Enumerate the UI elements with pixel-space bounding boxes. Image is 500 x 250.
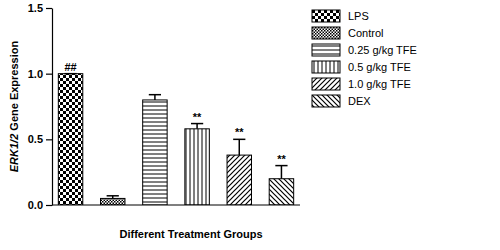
legend-label: 0.25 g/kg TFE [348, 44, 417, 56]
x-axis-line [52, 204, 300, 205]
legend-item: DEX [312, 95, 371, 107]
legend-label: DEX [348, 95, 371, 107]
bar [227, 155, 251, 205]
annotation: ** [193, 111, 202, 123]
y-tick: 0.5 [28, 133, 52, 145]
legend-label: Control [348, 27, 383, 39]
error-bar [275, 166, 287, 179]
legend-swatch [312, 44, 340, 56]
bar [101, 198, 125, 205]
tick-mark [46, 205, 52, 206]
error-bar [191, 124, 203, 129]
plot-area [58, 74, 293, 205]
legend-item: 0.25 g/kg TFE [312, 44, 417, 56]
tick-mark [46, 8, 52, 9]
legend-swatch [312, 61, 340, 73]
error-bar [64, 73, 76, 74]
annotation: ** [277, 153, 286, 165]
tick-label: 0.0 [28, 199, 43, 211]
legend-item: Control [312, 27, 383, 39]
bar [185, 129, 209, 205]
legend-swatch [312, 78, 340, 90]
error-bar [149, 95, 161, 100]
y-axis: 0.0 0.5 1.0 1.5 [28, 2, 53, 211]
legend-swatch [312, 10, 340, 22]
annotation: ** [235, 126, 244, 138]
legend-label: LPS [348, 10, 369, 22]
legend-label: 0.5 g/kg TFE [348, 61, 411, 73]
tick-label: 0.5 [28, 133, 43, 145]
legend: LPS Control 0.25 g/kg TFE 0.5 g/kg TFE 1.0 g… [312, 10, 417, 107]
legend-swatch [312, 27, 340, 39]
legend-item: LPS [312, 10, 369, 22]
y-tick: 0.0 [28, 199, 52, 211]
tick-mark [46, 139, 52, 140]
tick-mark [46, 74, 52, 75]
y-axis-line [52, 9, 53, 206]
x-axis-title: Different Treatment Groups [119, 228, 262, 240]
legend-item: 0.5 g/kg TFE [312, 61, 411, 73]
legend-swatch [312, 95, 340, 107]
legend-label: 1.0 g/kg TFE [348, 78, 411, 90]
annotation: ## [64, 61, 76, 73]
chart: 0.0 0.5 1.0 1.5 ## ** ** ** ERK1/2 Gene Expressi… [0, 0, 500, 250]
tick-label: 1.0 [28, 68, 43, 80]
y-tick: 1.5 [28, 2, 52, 14]
y-tick: 1.0 [28, 68, 52, 80]
error-bar [233, 139, 245, 155]
bar [143, 100, 167, 205]
tick-label: 1.5 [28, 2, 43, 14]
legend-item: 1.0 g/kg TFE [312, 78, 411, 90]
error-bar [107, 196, 119, 199]
bar [58, 74, 82, 205]
y-axis-title: ERK1/2 Gene Expression [8, 40, 20, 172]
bar [269, 179, 293, 205]
